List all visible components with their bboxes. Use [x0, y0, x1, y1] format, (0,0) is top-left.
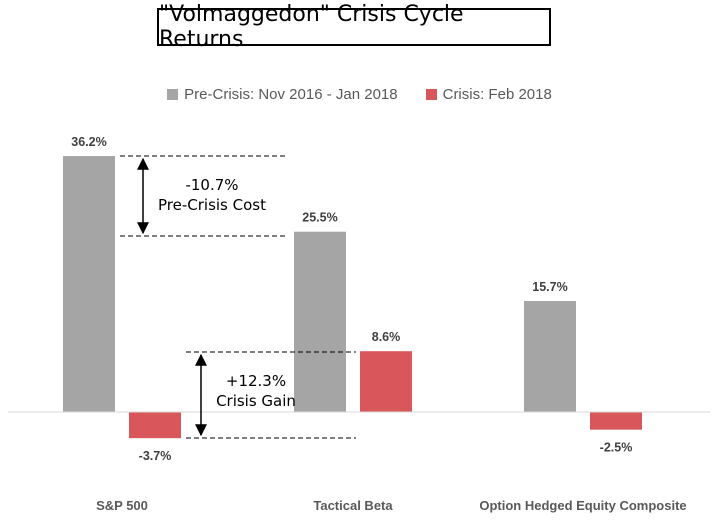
data-label-crisis-tactical-beta: 8.6% [372, 330, 401, 344]
data-label-pre-crisis-tactical-beta: 25.5% [302, 211, 337, 225]
bar-pre-crisis-tactical-beta [294, 231, 346, 412]
data-label-crisis-option-hedged-equity-composite: -2.5% [600, 441, 633, 455]
bar-crisis-option-hedged-equity-composite [590, 412, 642, 430]
cost-label-text: Pre-Crisis Cost [158, 196, 266, 214]
data-label-pre-crisis-option-hedged-equity-composite: 15.7% [532, 280, 567, 294]
legend-swatch-pre-crisis [167, 89, 179, 100]
gain-label-text: Crisis Gain [216, 392, 296, 410]
data-label-pre-crisis-s-p-500: 36.2% [71, 135, 106, 149]
bar-pre-crisis-option-hedged-equity-composite [524, 301, 576, 412]
chart-title: "Volmaggedon" Crisis Cycle Returns [157, 2, 551, 52]
legend: Pre-Crisis: Nov 2016 - Jan 2018 Crisis: … [0, 86, 719, 103]
bar-pre-crisis-s-p-500 [63, 156, 115, 412]
bar-crisis-s-p-500 [129, 412, 181, 439]
legend-item-crisis: Crisis: Feb 2018 [425, 86, 552, 103]
data-label-crisis-s-p-500: -3.7% [139, 449, 172, 463]
bar-crisis-tactical-beta [360, 351, 412, 412]
category-label-tactical-beta: Tactical Beta [313, 498, 393, 513]
gain-value-text: +12.3% [226, 372, 286, 390]
category-label-s-p-500: S&P 500 [96, 498, 148, 513]
category-label-option-hedged-equity-composite: Option Hedged Equity Composite [479, 498, 686, 513]
legend-swatch-crisis [425, 89, 437, 100]
legend-item-pre-crisis: Pre-Crisis: Nov 2016 - Jan 2018 [167, 86, 398, 103]
cost-value-text: -10.7% [185, 176, 238, 194]
legend-label-pre-crisis: Pre-Crisis: Nov 2016 - Jan 2018 [184, 86, 398, 103]
legend-label-crisis: Crisis: Feb 2018 [442, 86, 552, 103]
